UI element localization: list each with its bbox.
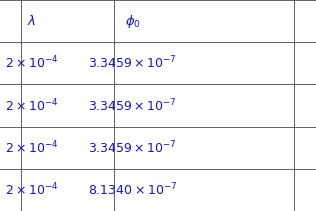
Text: $2 \times 10^{-4}$: $2 \times 10^{-4}$ xyxy=(5,55,58,72)
Text: $3.3459 \times 10^{-7}$: $3.3459 \times 10^{-7}$ xyxy=(88,139,177,156)
Text: $8.1340 \times 10^{-7}$: $8.1340 \times 10^{-7}$ xyxy=(88,182,177,198)
Text: $2 \times 10^{-4}$: $2 \times 10^{-4}$ xyxy=(5,139,58,156)
Text: $2 \times 10^{-4}$: $2 \times 10^{-4}$ xyxy=(5,182,58,198)
Text: $3.3459 \times 10^{-7}$: $3.3459 \times 10^{-7}$ xyxy=(88,97,177,114)
Text: $3.3459 \times 10^{-7}$: $3.3459 \times 10^{-7}$ xyxy=(88,55,177,72)
Text: $\lambda$: $\lambda$ xyxy=(27,14,36,28)
Text: $2 \times 10^{-4}$: $2 \times 10^{-4}$ xyxy=(5,97,58,114)
Text: $\phi_0$: $\phi_0$ xyxy=(125,13,141,30)
